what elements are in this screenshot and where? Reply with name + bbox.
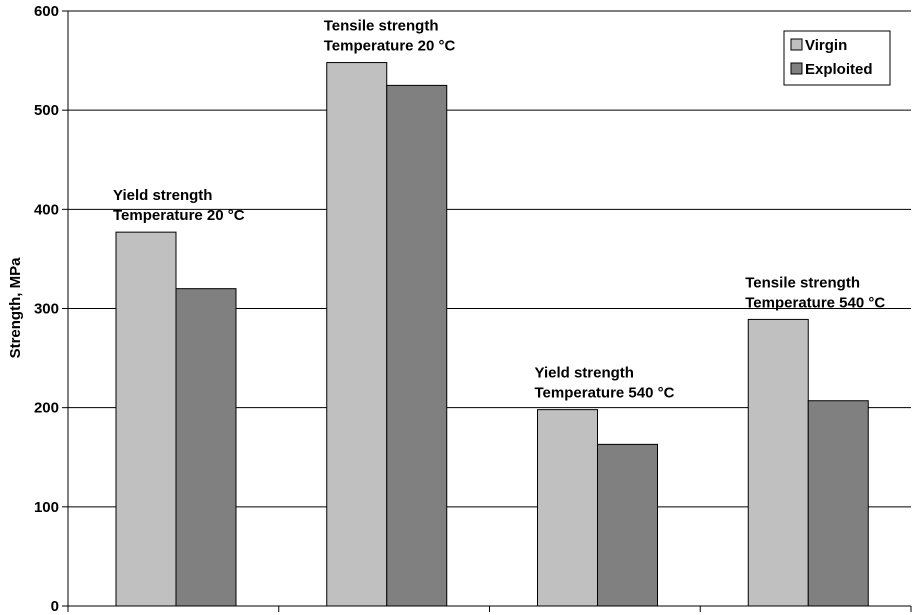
y-tick-labels: 0 100 200 300 400 500 600 [34, 3, 59, 615]
annotation-3-line-1: Yield strength [535, 365, 634, 382]
y-tick-label: 300 [34, 301, 59, 318]
annotation-2-line-1: Tensile strength [324, 18, 439, 35]
annotation-1-line-2: Temperature 20 °C [113, 207, 245, 224]
bar-exploited-2 [386, 84, 448, 607]
bar-exploited-3 [597, 443, 658, 607]
y-tick-label: 200 [34, 400, 59, 417]
annotation-4-line-2: Temperature 540 °C [745, 294, 885, 311]
axes [62, 10, 912, 612]
y-tick-label: 0 [51, 598, 59, 615]
legend-swatch-virgin [790, 38, 803, 51]
legend-swatch-exploited [790, 62, 803, 75]
bar-virgin-1 [115, 231, 177, 607]
annotation-1-line-1: Yield strength [113, 187, 212, 204]
legend: Virgin Exploited [783, 30, 891, 86]
y-tick-label: 600 [34, 3, 59, 20]
bar-exploited-4 [807, 400, 869, 607]
annotation-2-line-2: Temperature 20 °C [324, 38, 456, 55]
bar-virgin-2 [326, 62, 388, 607]
annotations: Yield strength Temperature 20 °C Tensile s… [113, 18, 885, 402]
legend-label-virgin: Virgin [805, 37, 847, 54]
annotation-4-line-1: Tensile strength [745, 274, 860, 291]
legend-label-exploited: Exploited [805, 61, 873, 78]
y-tick-label: 100 [34, 499, 59, 516]
y-tick-label: 500 [34, 102, 59, 119]
bars [115, 62, 869, 607]
y-axis-label: Strength, MPa [7, 257, 24, 358]
annotation-3-line-2: Temperature 540 °C [535, 385, 675, 402]
bar-exploited-1 [175, 288, 237, 607]
bar-virgin-4 [747, 318, 809, 607]
y-tick-label: 400 [34, 201, 59, 218]
bar-virgin-3 [537, 409, 598, 607]
